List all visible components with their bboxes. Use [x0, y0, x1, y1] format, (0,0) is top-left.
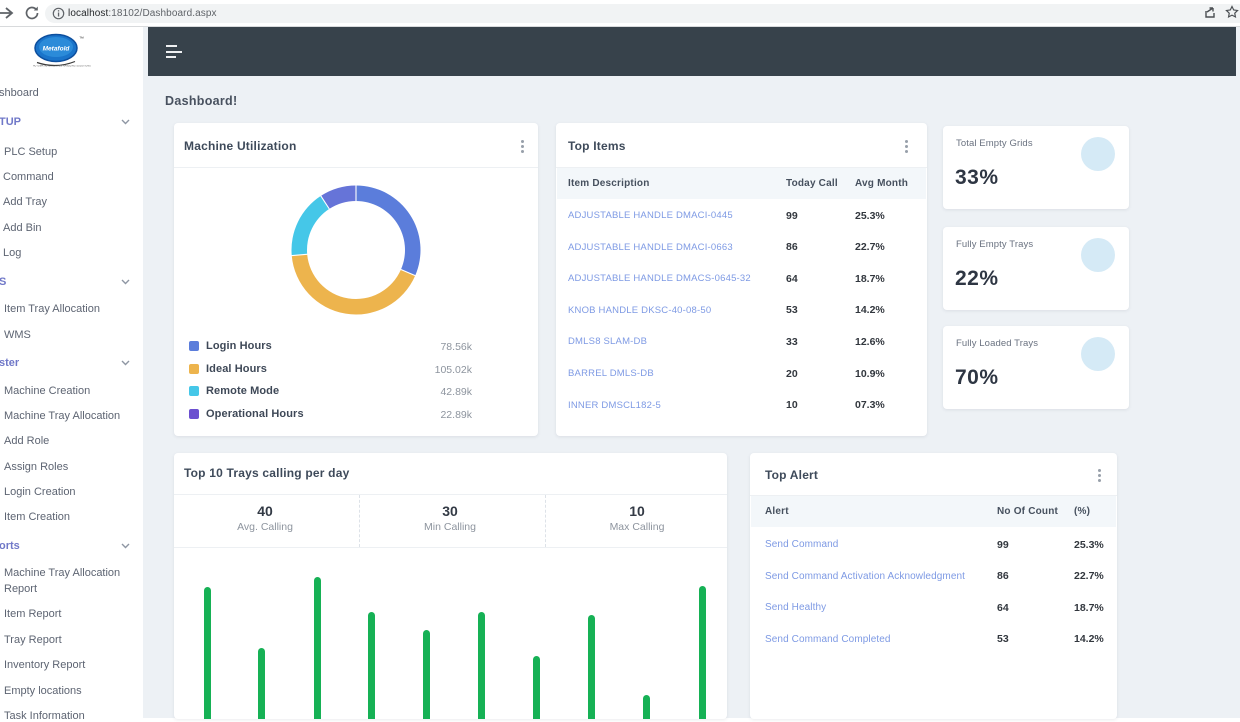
svg-text:™: ™ [79, 36, 84, 42]
svg-text:Metafold: Metafold [43, 46, 71, 53]
